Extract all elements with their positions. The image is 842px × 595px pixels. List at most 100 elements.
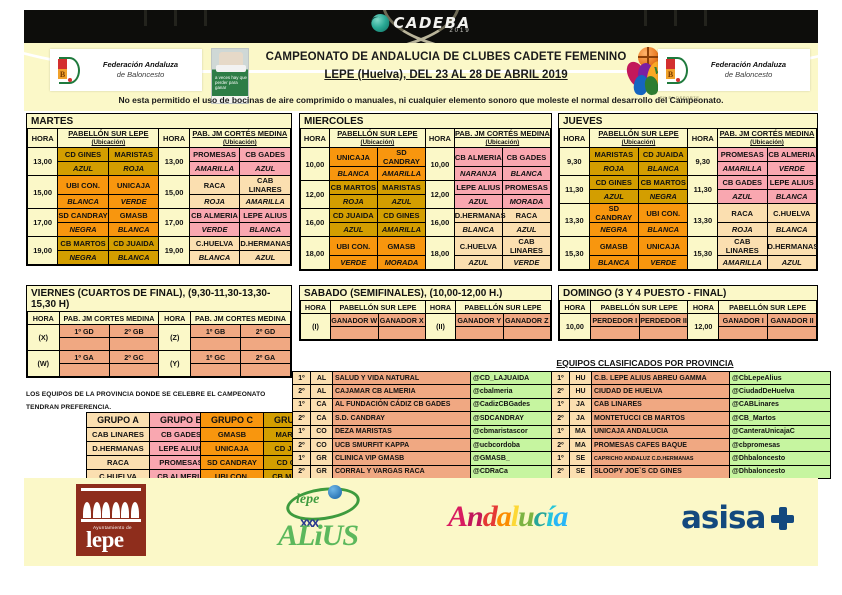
match-row: 18,00 UBI CON. GMASB 18,00 C.HUELVA CAB LINAR… (300, 236, 552, 270)
twitter-handle-cell[interactable]: @CanteraUnicajaC (729, 424, 831, 439)
header-titles: CAMPEONATO DE ANDALUCIA DE CLUBES CADETE… (256, 51, 636, 81)
team-cell: MARISTAS (588, 147, 640, 162)
clasificado-row: 1º CO DEZA MARISTAS @cbmaristascor (292, 424, 572, 439)
twitter-handle-cell[interactable]: @Dhbaloncesto (729, 451, 831, 466)
slot-label-right: 12,00 (687, 313, 720, 340)
slot-cell: 2º GB (108, 324, 160, 338)
federation-name-line2-right: de Baloncesto (724, 70, 773, 79)
match-time-left: 15,30 (559, 236, 590, 270)
group-row: RACA PROMESAS (86, 455, 213, 470)
venue-header-right: PABELLÓN SUR LEPE (455, 300, 551, 314)
club-name-cell: MONTETUCCI CB MARTOS (591, 411, 730, 426)
team-cell: LEPE ALIUS (453, 180, 503, 195)
federation-logo-right-text: Federación Andaluza de Baloncesto (693, 60, 804, 80)
slot-cell: 2º GC (108, 350, 160, 364)
kit-color-cell: NEGRA (588, 222, 640, 237)
twitter-handle-cell[interactable]: @CiudadDeHuelva (729, 384, 831, 399)
match-time-left: 10,00 (300, 147, 330, 181)
kit-color-cell: BLANCA (638, 222, 689, 237)
pavilion-header-right: PAB. JM CORTÉS MEDINA (Ubicación) (453, 128, 552, 148)
kit-color-cell: BLANCA (766, 189, 817, 204)
kit-color-cell: AZUL (328, 222, 378, 237)
kit-color-row: BLANCA VERDE ROJA AMARILLA (28, 194, 291, 209)
alius-x-marks-icon: xxx (300, 514, 319, 530)
kit-color-cell: AZUL (501, 222, 552, 237)
kit-color-cell: AMARILLA (376, 222, 427, 237)
kit-color-cell: AZUL (239, 250, 291, 265)
lepe-logo-big-text: lepe (86, 527, 124, 552)
position-cell: 2º (551, 437, 570, 453)
slot-cell: GANADOR II (767, 313, 817, 327)
twitter-handle-cell[interactable]: @ucbcordoba (470, 437, 572, 453)
province-cell: JA (569, 411, 592, 426)
clasificado-row: 2º MA PROMESAS CAFES BAQUE @cbpromesas (551, 437, 831, 453)
valor-cesto-tagline: EN EL DEPORTE (660, 95, 700, 100)
twitter-handle-cell[interactable]: @CbLepeAlius (729, 370, 831, 386)
clasificado-row: 1º AL SALUD Y VIDA NATURAL @CD_LAJUAIDA (292, 370, 572, 386)
match-time-right: 9,30 (687, 147, 719, 176)
venue-header-right: PAB. JM CORTES MEDINA (190, 311, 291, 325)
match-time-right: 17,00 (158, 208, 190, 237)
kit-color-cell: BLANCA (107, 222, 160, 237)
position-cell: 1º (551, 424, 570, 439)
asisa-cross-icon (771, 506, 795, 530)
province-cell: HU (569, 370, 592, 386)
hora-header-2: HORA (425, 128, 455, 148)
kit-color-row: ROJA AZUL AZUL MORADA (301, 194, 552, 209)
twitter-handle-cell[interactable]: @cbpromesas (729, 437, 831, 453)
group-team-cell: D.HERMANAS (86, 441, 150, 456)
team-cell: CB ALMERIA (188, 208, 241, 223)
twitter-handle-cell[interactable]: @Dhbaloncesto (729, 464, 831, 480)
kit-color-cell: NARANJA (453, 166, 503, 181)
match-time-left: 12,00 (300, 180, 330, 209)
group-team-cell: CB GADES (149, 427, 213, 442)
slot-cell: 2º GA (240, 350, 291, 364)
twitter-handle-cell[interactable]: @CABLinares (729, 397, 831, 413)
match-time-right: 11,30 (687, 175, 719, 204)
blank-cell (455, 326, 504, 340)
group-team-cell: RACA (86, 455, 150, 470)
twitter-handle-cell[interactable]: @cbalmeria (470, 384, 572, 399)
match-row: 17,00 SD CANDRAY GMASB 17,00 CB ALMERIA LEPE … (26, 208, 291, 237)
match-time-left: 15,00 (26, 175, 59, 209)
team-cell: D.HERMANAS (239, 236, 291, 251)
kit-color-cell: ROJA (588, 161, 640, 176)
kit-color-cell: AMARILLA (376, 166, 427, 181)
blank-cell (638, 326, 689, 340)
team-cell: C.HUELVA (188, 236, 241, 251)
poster-text: a veces hay que perder para ganar (215, 75, 247, 90)
match-time-left: 11,30 (559, 175, 590, 204)
team-cell: PROMESAS (188, 147, 241, 162)
domingo-title: DOMINGO (3 Y 4 PUESTO - FINAL) (559, 286, 817, 300)
alius-lepe-text: lepe (296, 492, 320, 507)
groups-table-ab: GRUPO A GRUPO B CAB LINARES CB GADES D.HERMA… (86, 412, 213, 484)
twitter-handle-cell[interactable]: @CB_Martos (729, 411, 831, 426)
kit-color-cell: NEGRA (57, 250, 109, 265)
team-cell: CB ALMERIA (453, 147, 503, 167)
club-name-cell: CAPRICHO ANDALUZ C.D.HERMANAS (591, 451, 730, 466)
venue-header-left: PAB. JM CORTES MEDINA (58, 311, 160, 325)
federation-mark-icon: B (56, 56, 80, 84)
group-team-cell: PROMESAS (149, 455, 213, 470)
team-cell: CD GINES (588, 175, 640, 190)
kit-color-row: NEGRA BLANCA ROJA BLANCA (560, 222, 817, 237)
knockout-row: (I) GANADOR W GANADOR X (II) GANADOR Y GANADO… (300, 313, 551, 340)
clasificado-row: 2º JA MONTETUCCI CB MARTOS @CB_Martos (551, 411, 831, 426)
match-row: 13,00 CD GINES MARISTAS 13,00 PROMESAS CB GAD… (26, 147, 291, 176)
asisa-logo: asisa (681, 500, 795, 536)
andalucia-logo: Andalucía (448, 500, 568, 533)
match-row: 19,00 CB MARTOS CD JUAIDA 19,00 C.HUELVA D.HE… (26, 236, 291, 265)
province-cell: CO (310, 424, 333, 439)
slot-cell: 1º GB (190, 324, 241, 338)
preference-note-line1: LOS EQUIPOS DE LA PROVINCIA DONDE SE CEL… (26, 391, 266, 398)
club-name-cell: SALUD Y VIDA NATURAL (332, 370, 471, 386)
knockout-blank-row (560, 326, 817, 340)
knockout-table-domingo: HORA PABELLÓN SUR LEPE HORA PABELLÓN SUR LE… (559, 300, 817, 340)
clasificado-row: 1º GR CLINICA VIP GMASB @GMASB_ (292, 451, 572, 466)
kit-color-row: AZUL ROJA AMARILLA AZUL (28, 161, 291, 176)
position-cell: 2º (292, 464, 311, 480)
slot-cell: PERDEDOR II (638, 313, 689, 327)
kit-color-cell: AMARILLA (188, 161, 241, 176)
kit-color-cell: ROJA (188, 194, 241, 209)
twitter-handle-cell[interactable]: @CadizCBGades (470, 397, 572, 413)
